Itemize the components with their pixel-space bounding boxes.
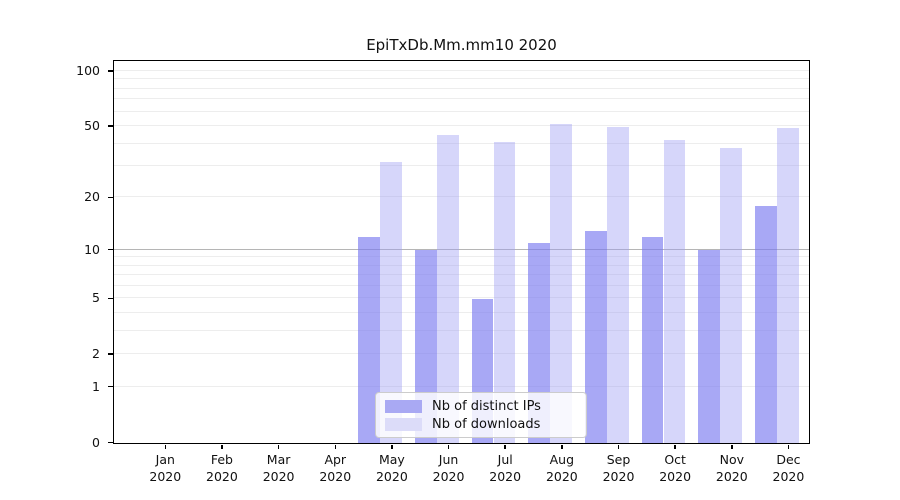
x-tick-mark (221, 445, 223, 449)
y-tick-label-20: 20 (84, 189, 100, 205)
x-tick-label-sep: Sep 2020 (602, 452, 635, 484)
legend-item-downloads: Nb of downloads (385, 416, 577, 432)
bar-downloads-dec (776, 128, 799, 443)
x-tick-mark (617, 445, 620, 449)
x-tick-mark (164, 445, 167, 449)
x-tick-mark (447, 445, 450, 449)
x-tick-mark (391, 445, 393, 449)
bar-downloads-jun (437, 134, 459, 443)
legend: Nb of distinct IPs Nb of downloads (375, 392, 587, 438)
bar-distinct-ips-may (358, 236, 381, 443)
x-tick-label-mar: Mar 2020 (262, 452, 295, 484)
plot-area: Nb of distinct IPs Nb of downloads (113, 60, 810, 444)
bar-downloads-aug (550, 123, 573, 443)
x-tick-mark (561, 445, 563, 449)
gridline-y-9 (114, 256, 809, 258)
x-tick-label-dec: Dec 2020 (772, 452, 805, 484)
legend-label-distinct-ips: Nb of distinct IPs (432, 398, 541, 414)
gridline-y-1 (114, 385, 809, 387)
legend-swatch-downloads-icon (385, 417, 422, 431)
y-tick-mark (108, 125, 113, 127)
gridline-y-6 (114, 284, 809, 286)
x-tick-label-jul: Jul 2020 (489, 452, 522, 484)
legend-swatch-distinct-ips-icon (385, 399, 422, 413)
gridline-y-5 (114, 297, 809, 299)
gridline-y-8 (114, 264, 809, 266)
x-tick-label-oct: Oct 2020 (659, 452, 692, 484)
y-tick-mark (108, 353, 113, 355)
gridline-y-50 (114, 125, 809, 127)
x-tick-mark (334, 445, 336, 449)
bar-downloads-nov (720, 148, 743, 443)
gridline-y-90 (114, 78, 809, 80)
bar-downloads-jul (493, 142, 516, 443)
bar-distinct-ips-oct (641, 236, 664, 443)
x-tick-label-jan: Jan 2020 (149, 452, 182, 484)
bar-downloads-sep (607, 126, 629, 443)
chart-title: EpiTxDb.Mm.mm10 2020 (366, 36, 557, 54)
y-tick-mark (108, 385, 113, 388)
bar-distinct-ips-nov (698, 250, 721, 443)
y-tick-mark (108, 196, 113, 199)
gridline-y-7 (114, 274, 809, 276)
bar-distinct-ips-dec (754, 206, 777, 443)
legend-label-downloads: Nb of downloads (432, 416, 541, 432)
x-tick-label-feb: Feb 2020 (206, 452, 238, 484)
x-tick-label-apr: Apr 2020 (319, 452, 352, 484)
x-tick-mark (787, 445, 790, 449)
y-tick-mark (108, 70, 113, 72)
gridline-y-100 (114, 70, 809, 72)
gridline-y-80 (114, 87, 809, 89)
gridline-y-3 (114, 329, 809, 331)
gridline-y-40 (114, 142, 809, 144)
bar-downloads-may (380, 161, 403, 443)
gridline-y-2 (114, 353, 809, 355)
y-tick-label-1: 1 (92, 378, 100, 394)
x-tick-mark (674, 445, 676, 449)
x-tick-mark (731, 445, 733, 449)
y-tick-label-5: 5 (92, 290, 100, 306)
y-tick-label-10: 10 (84, 241, 100, 257)
x-tick-mark (504, 445, 506, 449)
y-tick-label-50: 50 (84, 118, 100, 134)
y-tick-mark (108, 297, 113, 300)
gridline-y-4 (114, 311, 809, 313)
bar-distinct-ips-sep (585, 230, 607, 443)
x-tick-label-nov: Nov 2020 (715, 452, 748, 484)
bar-downloads-oct (663, 140, 686, 443)
y-tick-mark (108, 441, 113, 444)
gridline-y-70 (114, 98, 809, 100)
y-tick-label-100: 100 (76, 63, 100, 79)
y-tick-mark (108, 248, 113, 251)
gridline-y-30 (114, 165, 809, 167)
y-tick-label-0: 0 (92, 434, 100, 450)
y-tick-label-2: 2 (92, 346, 100, 362)
x-tick-label-aug: Aug 2020 (545, 452, 578, 484)
x-tick-label-may: May 2020 (375, 452, 408, 484)
gridline-y-20 (114, 196, 809, 198)
x-tick-label-jun: Jun 2020 (432, 452, 465, 484)
gridline-y-60 (114, 110, 809, 112)
legend-item-distinct-ips: Nb of distinct IPs (385, 398, 577, 414)
gridline-y-10 (114, 248, 809, 250)
x-tick-mark (277, 445, 280, 449)
